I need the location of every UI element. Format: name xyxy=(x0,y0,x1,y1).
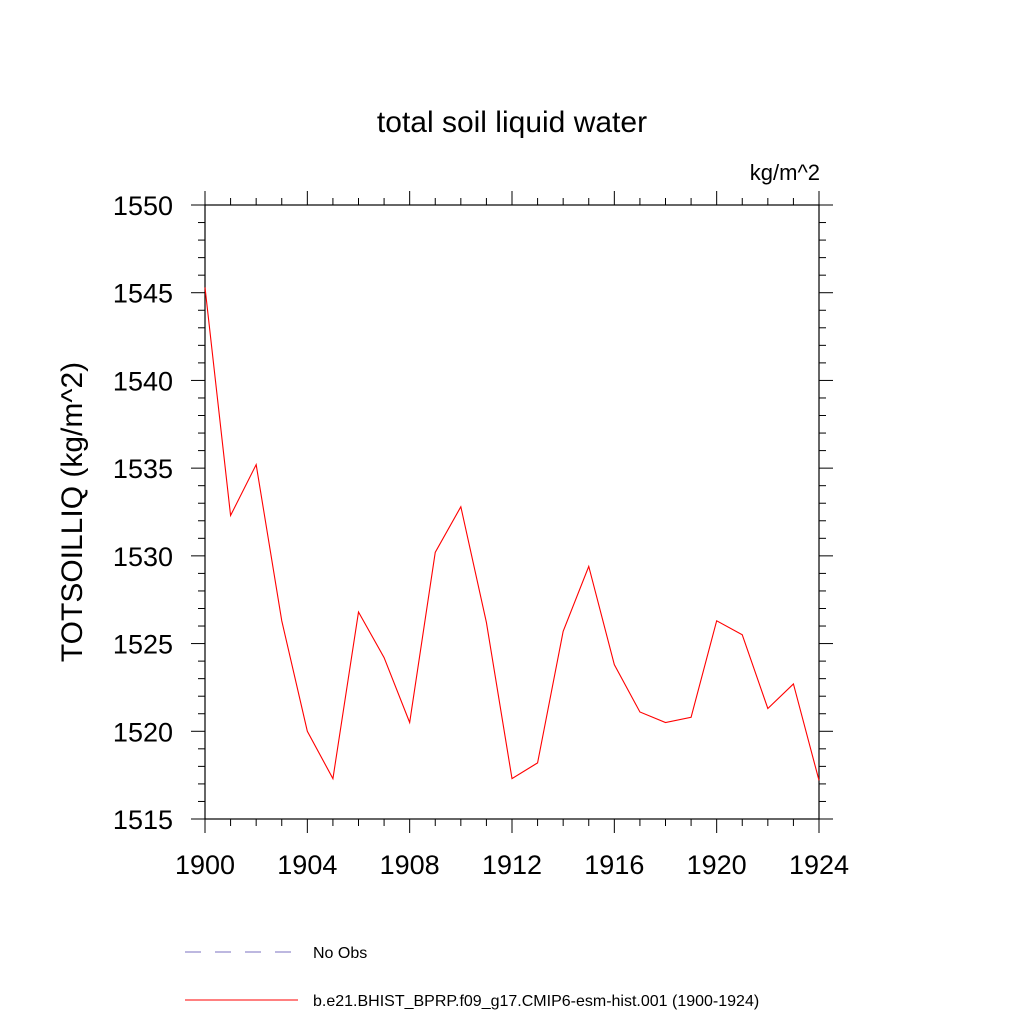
legend-label-0: No Obs xyxy=(313,945,367,962)
y-tick-label: 1550 xyxy=(113,191,173,221)
series-line-0 xyxy=(204,287,820,781)
x-tick-label: 1924 xyxy=(789,850,849,880)
x-tick-label: 1916 xyxy=(584,850,644,880)
plot-frame xyxy=(204,204,820,820)
x-tick-label: 1904 xyxy=(277,850,337,880)
x-tick-label: 1908 xyxy=(380,850,440,880)
y-tick-label: 1525 xyxy=(113,630,173,660)
y-axis-label: TOTSOILLIQ (kg/m^2) xyxy=(56,362,89,662)
units-label: kg/m^2 xyxy=(750,160,820,185)
y-tick-label: 1545 xyxy=(113,279,173,309)
x-tick-labels: 1900 1904 1908 1912 1916 1920 1924 xyxy=(175,850,849,880)
legend: No Obs b.e21.BHIST_BPRP.f09_g17.CMIP6-esm… xyxy=(185,945,759,1010)
axis-ticks xyxy=(191,191,833,833)
y-tick-label: 1535 xyxy=(113,454,173,484)
legend-label-1: b.e21.BHIST_BPRP.f09_g17.CMIP6-esm-hist.… xyxy=(313,993,759,1010)
chart-title: total soil liquid water xyxy=(377,106,647,139)
y-tick-label: 1530 xyxy=(113,542,173,572)
y-tick-label: 1515 xyxy=(113,805,173,835)
x-tick-label: 1912 xyxy=(482,850,542,880)
series-group xyxy=(204,287,820,781)
y-tick-label: 1540 xyxy=(113,366,173,396)
x-tick-label: 1900 xyxy=(175,850,235,880)
y-tick-label: 1520 xyxy=(113,717,173,747)
y-tick-labels: 1515 1520 1525 1530 1535 1540 1545 1550 xyxy=(113,191,173,835)
x-tick-label: 1920 xyxy=(687,850,747,880)
